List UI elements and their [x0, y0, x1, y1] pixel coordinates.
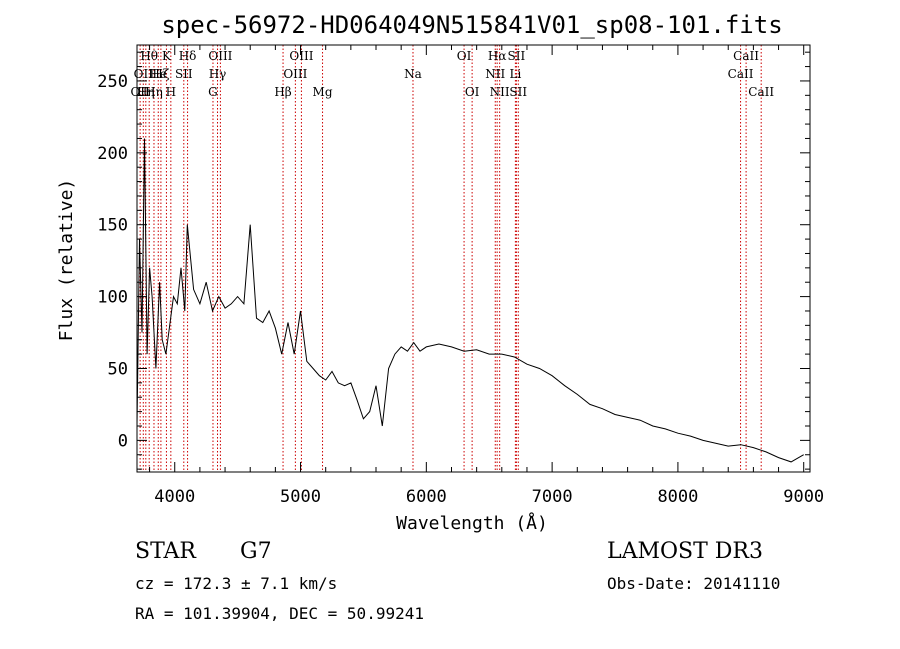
- spectral-line-label: OII: [130, 85, 150, 99]
- survey-name: LAMOST DR3: [607, 539, 763, 564]
- spectral-line-label: Mg: [313, 85, 333, 99]
- spectral-line-label: Li: [509, 67, 521, 81]
- redshift-text: cz = 172.3 ± 7.1 km/s: [135, 574, 337, 593]
- spectral-line-labels: OIIOIIHηHθHηHeHζKHSIIHδGHγOIIIHβOIIIOIII…: [130, 49, 774, 99]
- spectral-line-label: K: [162, 49, 172, 63]
- y-tick-label: 150: [97, 216, 128, 236]
- chart-title: spec-56972-HD064049N515841V01_sp08-101.f…: [161, 11, 782, 39]
- x-tick-label: 9000: [783, 487, 824, 507]
- spectral-line-label: NII: [485, 67, 505, 81]
- obs-date-text: Obs-Date: 20141110: [607, 574, 780, 593]
- x-tick-label: 8000: [657, 487, 698, 507]
- spectral-line-label: CaII: [728, 67, 754, 81]
- spectral-line-label: H: [166, 85, 176, 99]
- spectral-line-label: OI: [457, 49, 472, 63]
- spectral-line-label: NII: [490, 85, 510, 99]
- spectral-line-label: SII: [509, 85, 527, 99]
- x-tick-label: 6000: [406, 487, 447, 507]
- coordinates-text: RA = 101.39904, DEC = 50.99241: [135, 604, 424, 623]
- y-tick-label: 250: [97, 72, 128, 92]
- y-tick-label: 0: [118, 431, 128, 451]
- spectral-line-label: G: [208, 85, 218, 99]
- spectral-line-label: Hγ: [209, 67, 227, 81]
- object-subclass: G7: [240, 539, 272, 564]
- x-tick-label: 4000: [154, 487, 195, 507]
- spectral-line-label: Hθ: [140, 49, 158, 63]
- y-axis-label: Flux (relative): [56, 179, 77, 342]
- spectral-line-label: Hβ: [274, 85, 291, 99]
- y-tick-label: 200: [97, 144, 128, 164]
- x-tick-label: 5000: [280, 487, 321, 507]
- spectral-line-label: Hα: [488, 49, 507, 63]
- spectral-line-label: SII: [508, 49, 526, 63]
- spectral-line-label: OIII: [208, 49, 232, 63]
- plot-frame: [136, 44, 811, 473]
- spectral-line-label: Hζ: [152, 67, 169, 81]
- spectral-line-label: Hδ: [179, 49, 197, 63]
- spectral-line-label: Hη: [145, 85, 163, 99]
- x-tick-label: 7000: [532, 487, 573, 507]
- y-tick-label: 100: [97, 288, 128, 308]
- x-axis-ticks: 4000 5000 6000 7000 8000 9000: [149, 45, 824, 507]
- spectral-line-label: Na: [404, 67, 422, 81]
- spectral-line-label: SII: [175, 67, 193, 81]
- spectrum-series-line: [136, 138, 804, 463]
- spectral-line-label: OII: [134, 67, 154, 81]
- spectral-line-label: OI: [465, 85, 480, 99]
- spectral-line-label: OIII: [283, 67, 307, 81]
- y-axis-ticks: 0 50 100 150 200 250: [97, 51, 810, 470]
- spectral-line-markers: [139, 45, 762, 472]
- spectral-line-label: OIII: [289, 49, 313, 63]
- spectral-line-label: CaII: [748, 85, 774, 99]
- object-class: STAR: [135, 539, 197, 564]
- spectral-line-label: He: [149, 67, 167, 81]
- spectral-line-label: CaII: [733, 49, 759, 63]
- x-axis-label: Wavelength (Å): [396, 512, 548, 534]
- y-tick-label: 50: [108, 359, 128, 379]
